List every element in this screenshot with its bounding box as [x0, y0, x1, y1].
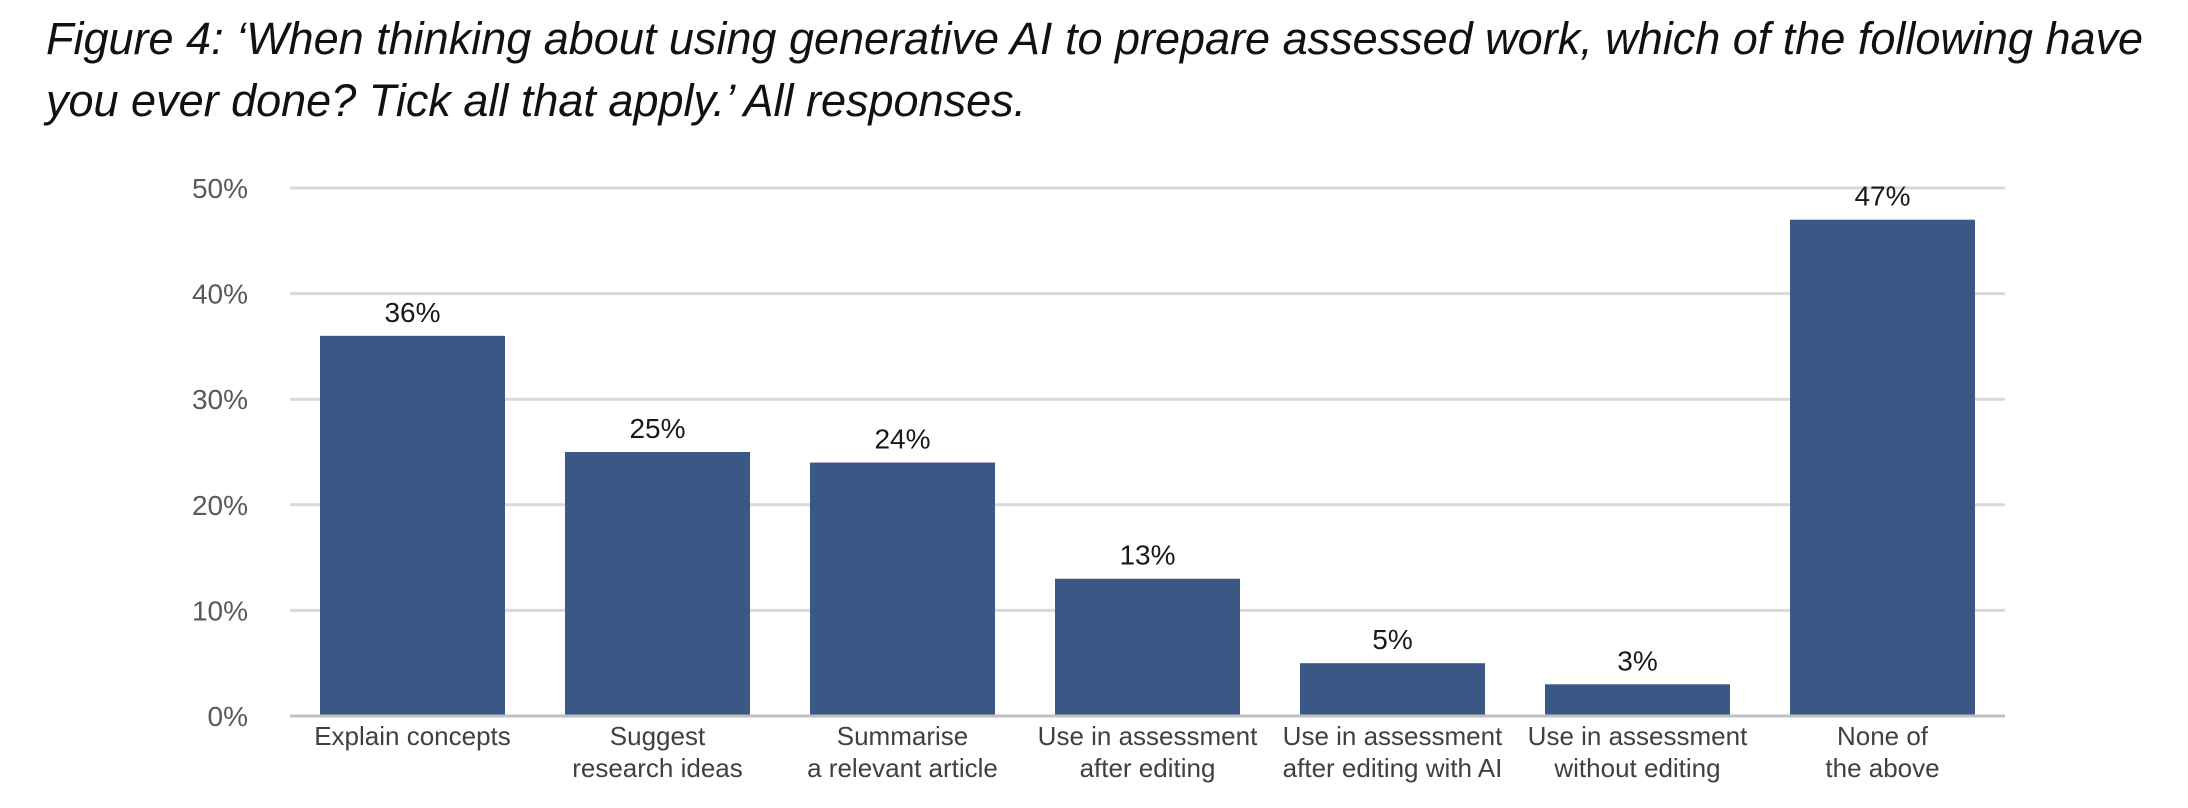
data-label: 3% — [1617, 645, 1657, 676]
x-tick-label: Suggest research ideas — [572, 721, 743, 783]
y-axis-ticks: 0% 10% 20% 30% 40% 50% — [192, 173, 248, 732]
x-tick-label: Use in assessment after editing — [1038, 721, 1258, 783]
bars — [320, 219, 1975, 716]
y-tick-label: 20% — [192, 490, 248, 521]
x-tick-label: Summarise a relevant article — [807, 721, 998, 783]
data-labels: 36% 25% 24% 13% 5% 3% 47% — [384, 181, 1910, 677]
data-label: 5% — [1372, 624, 1412, 655]
x-tick-label: Use in assessment without editing — [1528, 721, 1748, 783]
bar — [565, 452, 750, 716]
bar — [1790, 219, 1975, 716]
bar — [810, 462, 995, 716]
y-tick-label: 30% — [192, 384, 248, 415]
x-tick-label: Explain concepts — [314, 721, 511, 751]
data-label: 13% — [1119, 540, 1175, 571]
data-label: 36% — [384, 297, 440, 328]
chart-title: Figure 4: ‘When thinking about using gen… — [46, 13, 2144, 126]
data-label: 24% — [874, 424, 930, 455]
category-labels: Explain concepts Suggest research ideas Sum… — [314, 721, 1939, 783]
data-label: 47% — [1854, 181, 1910, 212]
y-tick-label: 0% — [208, 701, 248, 732]
y-tick-label: 40% — [192, 279, 248, 310]
data-label: 25% — [629, 413, 685, 444]
x-tick-label: None of the above — [1825, 721, 1939, 783]
bar — [1055, 578, 1240, 716]
y-tick-label: 10% — [192, 595, 248, 626]
bar — [1545, 684, 1730, 716]
y-tick-label: 50% — [192, 173, 248, 204]
bar — [1300, 663, 1485, 716]
x-tick-label: Use in assessment after editing with AI — [1283, 721, 1503, 783]
bar — [320, 335, 505, 716]
